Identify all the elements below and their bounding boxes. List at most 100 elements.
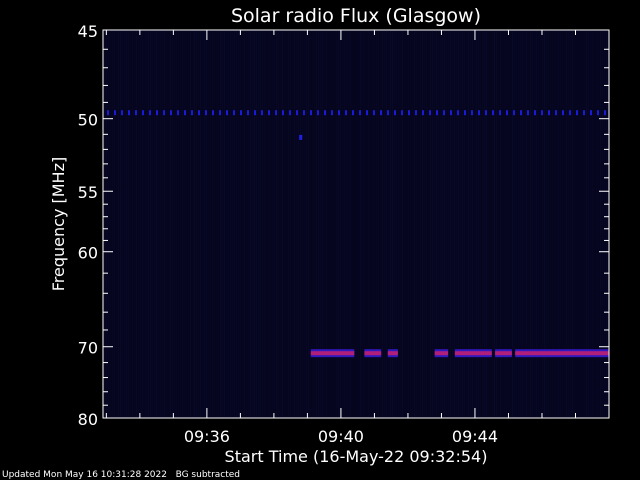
background-streak [410,31,411,417]
background-streak [284,31,285,417]
background-streak [136,31,137,417]
emission-dot [506,110,508,116]
background-streak [412,31,413,417]
emission-dot [415,110,417,116]
background-streak [200,31,201,417]
emission-dot [345,110,347,116]
emission-dot [380,110,382,116]
y-tick-label: 50 [78,111,98,130]
background-streak [398,31,399,417]
background-streak [392,31,393,417]
background-streak [440,31,441,417]
background-streak [106,31,107,417]
emission-band-segment [495,351,512,356]
background-streak [528,31,529,417]
background-streak [192,31,193,417]
background-streak [548,31,549,417]
emission-dot [338,110,340,116]
background-streak [342,31,343,417]
background-streak [478,31,479,417]
emission-dot [429,110,431,116]
background-streak [514,31,515,417]
background-streak [606,31,607,417]
emission-dot [590,110,592,116]
background-streak [402,31,403,417]
background-streak [428,31,429,417]
background-streak [506,31,507,417]
background-streak [234,31,235,417]
background-streak [464,31,465,417]
background-streak [254,31,255,417]
background-streak [472,31,473,417]
background-streak [184,31,185,417]
background-streak [418,31,419,417]
background-streak [590,31,591,417]
background-streak [250,31,251,417]
emission-dot [184,110,186,116]
background-streak [272,31,273,417]
emission-dot [499,110,501,116]
background-streak [386,31,387,417]
background-streak [222,31,223,417]
background-streak [296,31,297,417]
background-streak [468,31,469,417]
emission-dot [513,110,515,116]
background-streak [160,31,161,417]
background-streak [324,31,325,417]
background-streak [560,31,561,417]
background-streak [110,31,111,417]
emission-dot [261,110,263,116]
background-streak [278,31,279,417]
background-streak [404,31,405,417]
emission-dot [289,110,291,116]
background-streak [586,31,587,417]
background-streak [120,31,121,417]
background-streak [132,31,133,417]
background-streak [290,31,291,417]
background-streak [206,31,207,417]
background-streak [122,31,123,417]
background-streak [394,31,395,417]
background-streak [156,31,157,417]
background-streak [582,31,583,417]
background-streak [148,31,149,417]
background-streak [166,31,167,417]
emission-band-segment [387,351,398,356]
bg-subtracted-note: BG subtracted [175,470,241,480]
background-streak [164,31,165,417]
x-tick-label: 09:36 [184,427,230,446]
background-streak [316,31,317,417]
background-streak [314,31,315,417]
background-streak [486,31,487,417]
background-streak [378,31,379,417]
background-streak [578,31,579,417]
background-streak [364,31,365,417]
background-streak [572,31,573,417]
background-streak [198,31,199,417]
emission-band-segment [454,351,492,356]
background-streak [532,31,533,417]
background-streak [178,31,179,417]
background-streak [320,31,321,417]
background-streak [580,31,581,417]
emission-dot [149,110,151,116]
background-streak [484,31,485,417]
background-streak [482,31,483,417]
background-streak [516,31,517,417]
background-streak [128,31,129,417]
emission-dot [464,110,466,116]
plot-frame [102,29,610,419]
background-streak [376,31,377,417]
background-streak [326,31,327,417]
background-streak [154,31,155,417]
background-streak [108,31,109,417]
background-streak [444,31,445,417]
background-streak [224,31,225,417]
background-streak [338,31,339,417]
emission-dot [254,110,256,116]
background-streak [406,31,407,417]
emission-dot [583,110,585,116]
background-streak [538,31,539,417]
background-streak [520,31,521,417]
background-streak [242,31,243,417]
